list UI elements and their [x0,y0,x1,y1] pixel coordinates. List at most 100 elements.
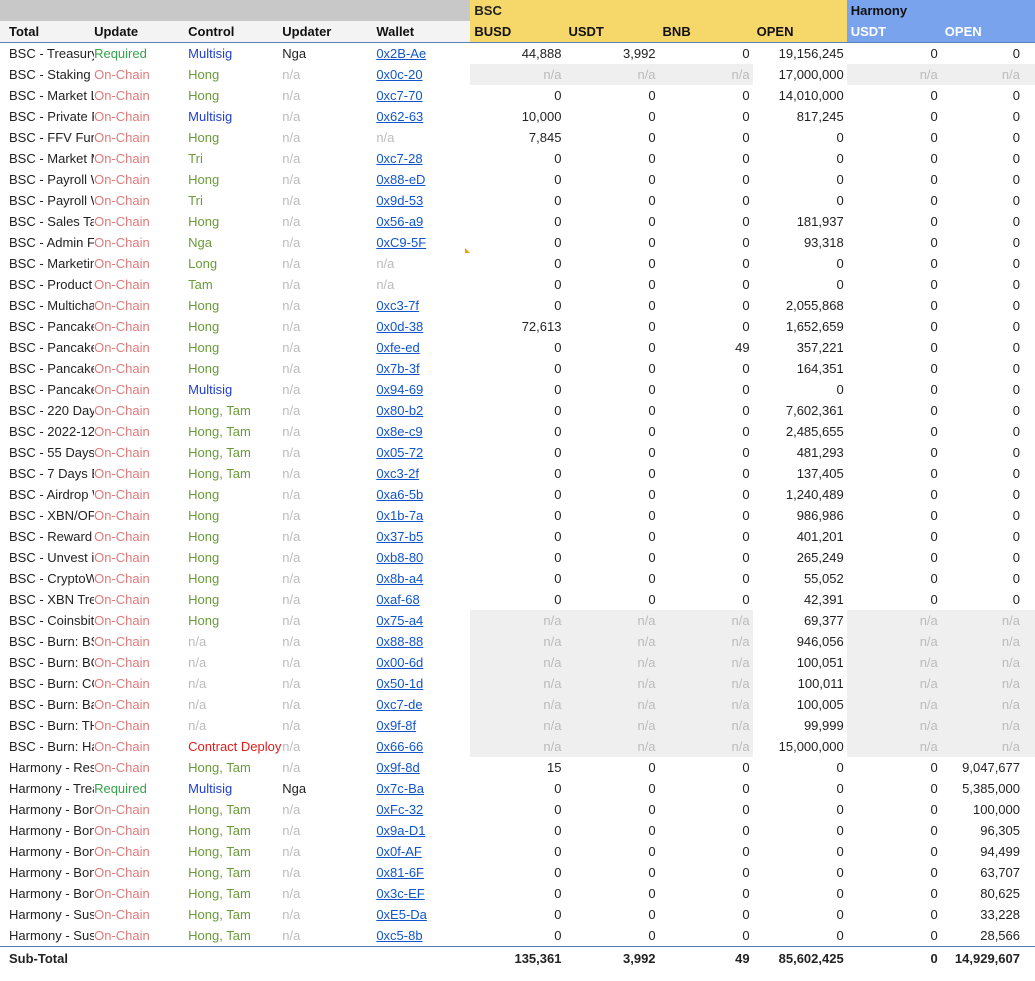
bnb-value[interactable]: 0 [742,592,750,607]
update-status[interactable]: On-Chain [94,634,150,649]
usdt-value[interactable]: 0 [648,172,656,187]
hopen-value[interactable]: 0 [1012,424,1020,439]
wallet-cell[interactable]: 0x05-72 [376,442,470,463]
row-name[interactable]: Harmony - Treasury [9,781,94,796]
updater-value[interactable]: n/a [282,109,301,124]
busd-value[interactable]: n/a [470,610,565,631]
busd-value[interactable]: 0 [554,256,562,271]
husdt-value[interactable]: 0 [930,445,938,460]
control-value[interactable]: Hong [188,88,220,103]
wallet-link[interactable]: 0x8b-a4 [376,571,424,586]
bnb-value[interactable]: 0 [742,193,750,208]
open-value[interactable]: 0 [836,151,844,166]
wallet-link[interactable]: 0xFc-32 [376,802,424,817]
subtotal-busd[interactable]: 135,361 [470,946,565,969]
hopen-value[interactable]: 5,385,000 [962,781,1020,796]
updater-value[interactable]: n/a [282,865,301,880]
updater-value[interactable]: n/a [282,151,301,166]
update-status[interactable]: On-Chain [94,718,150,733]
usdt-value[interactable]: 0 [648,340,656,355]
subtotal-label[interactable]: Sub-Total [0,946,95,969]
husdt-value[interactable]: 0 [930,928,938,943]
update-status[interactable]: On-Chain [94,886,150,901]
header-harmony-open[interactable]: OPEN [940,21,1035,43]
husdt-value[interactable]: 0 [930,802,938,817]
update-status[interactable]: Required [94,46,147,61]
update-status[interactable]: On-Chain [94,298,150,313]
husdt-value[interactable]: n/a [846,673,941,694]
usdt-value[interactable]: 0 [648,550,656,565]
wallet-cell[interactable]: 0xFc-32 [376,799,470,820]
open-value[interactable]: 137,405 [796,466,844,481]
wallet-cell[interactable]: 0x94-69 [376,379,470,400]
open-value[interactable]: 181,937 [796,214,844,229]
open-value[interactable]: 817,245 [796,109,844,124]
open-value[interactable]: 42,391 [803,592,844,607]
husdt-value[interactable]: 0 [930,571,938,586]
row-name[interactable]: BSC - PancakeSwap LP XBN/OPEN [9,361,94,376]
husdt-value[interactable]: 0 [930,361,938,376]
open-value[interactable]: 986,986 [796,508,844,523]
husdt-value[interactable]: 0 [930,235,938,250]
control-value[interactable]: Hong [188,592,220,607]
bnb-value[interactable]: n/a [658,652,753,673]
control-value[interactable]: Long [188,256,218,271]
husdt-value[interactable]: n/a [846,652,941,673]
wallet-link[interactable]: 0xa6-5b [376,487,424,502]
bnb-value[interactable]: 0 [742,88,750,103]
busd-value[interactable]: 0 [554,151,562,166]
husdt-value[interactable]: 0 [930,109,938,124]
update-status[interactable]: On-Chain [94,739,150,754]
control-value[interactable]: n/a [188,718,207,733]
usdt-value[interactable]: 0 [648,403,656,418]
hopen-value[interactable]: n/a [940,652,1035,673]
row-name[interactable]: BSC - 7 Days Bond Wallet [9,466,94,481]
open-value[interactable]: 19,156,245 [778,46,844,61]
usdt-value[interactable]: n/a [564,610,659,631]
updater-value[interactable]: n/a [282,655,301,670]
usdt-value[interactable]: 0 [648,361,656,376]
control-value[interactable]: Hong, Tam [188,907,251,922]
wallet-link[interactable]: 0x00-6d [376,655,424,670]
control-value[interactable]: Hong, Tam [188,928,251,943]
husdt-value[interactable]: 0 [930,550,938,565]
hopen-value[interactable]: 0 [1012,571,1020,586]
control-value[interactable]: Nga [188,235,213,250]
hopen-value[interactable]: 9,047,677 [962,760,1020,775]
header-open[interactable]: OPEN [752,21,847,43]
hopen-value[interactable]: 0 [1012,319,1020,334]
hopen-value[interactable]: 0 [1012,88,1020,103]
open-value[interactable]: 164,351 [796,361,844,376]
row-name[interactable]: BSC - 2022-12 Team Fund Raise [9,424,95,439]
control-value[interactable]: Hong [188,319,220,334]
wallet-cell[interactable]: 0x56-a9 [376,211,470,232]
hopen-value[interactable]: 0 [1012,46,1020,61]
bnb-value[interactable]: 0 [742,382,750,397]
control-value[interactable]: Hong, Tam [188,844,251,859]
updater-value[interactable]: n/a [282,319,301,334]
wallet-cell[interactable]: 0x9a-D1 [376,820,470,841]
usdt-value[interactable]: n/a [564,694,659,715]
subtotal-hopen[interactable]: 14,929,607 [940,946,1035,969]
husdt-value[interactable]: 0 [930,487,938,502]
husdt-value[interactable]: n/a [846,610,941,631]
wallet-link[interactable]: 0x66-66 [376,739,424,754]
header-updater[interactable]: Updater [282,21,377,43]
wallet-cell[interactable]: 0x2B-Ae [376,43,470,65]
wallet-link[interactable]: 0x05-72 [376,445,424,460]
update-status[interactable]: On-Chain [94,445,150,460]
row-name[interactable]: Harmony - SushiSwap LP 2 [9,928,94,943]
usdt-value[interactable]: 3,992 [623,46,656,61]
usdt-value[interactable]: 0 [648,88,656,103]
wallet-link[interactable]: 0x9f-8d [376,760,420,775]
wallet-link[interactable]: 0x9a-D1 [376,823,426,838]
hopen-value[interactable]: 0 [1012,235,1020,250]
husdt-value[interactable]: 0 [930,823,938,838]
bnb-value[interactable]: 0 [742,781,750,796]
open-value[interactable]: 265,249 [796,550,844,565]
husdt-value[interactable]: n/a [846,736,941,757]
control-value[interactable]: Hong [188,550,220,565]
open-value[interactable]: 1,240,489 [785,487,844,502]
updater-value[interactable]: n/a [282,298,301,313]
row-name[interactable]: BSC - Burn: Harmony Chain [9,739,94,754]
